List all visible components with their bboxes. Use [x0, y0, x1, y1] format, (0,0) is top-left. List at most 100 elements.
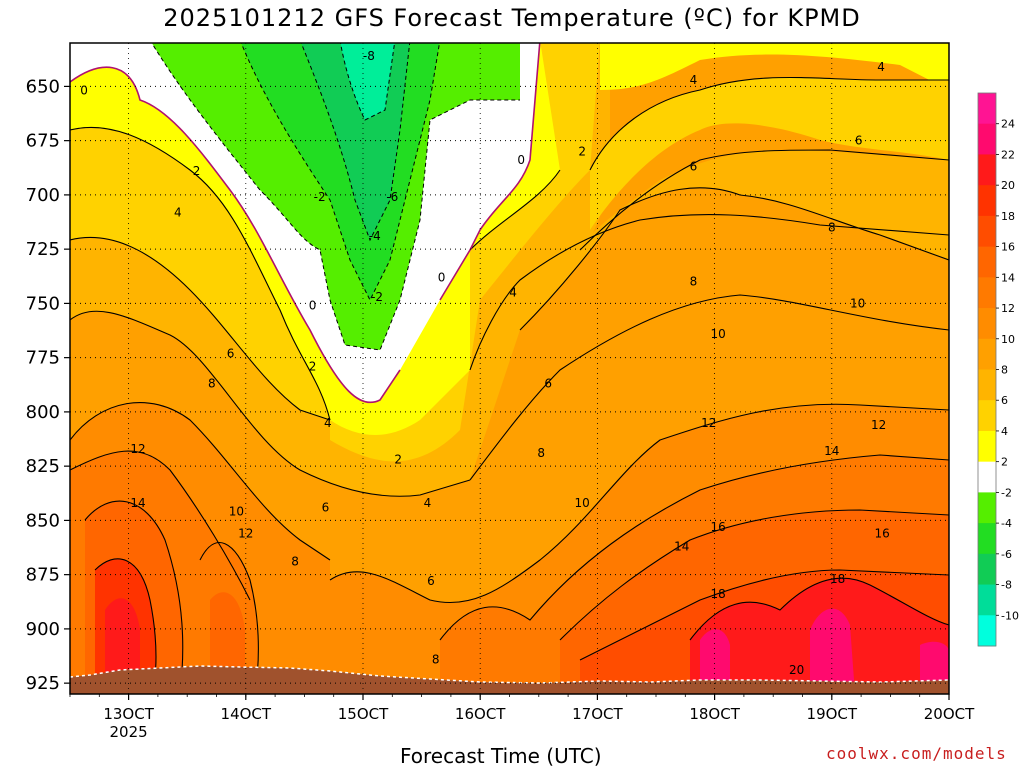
contour-line [329, 403, 949, 604]
colorbar-segment [978, 123, 996, 155]
contour-label: 4 [324, 416, 332, 430]
x-tick-label: 17OCT [572, 705, 623, 723]
contour-label: 0 [517, 153, 525, 167]
contour-label: 0 [80, 84, 88, 98]
contour-label: 6 [690, 160, 698, 174]
contour-label: 6 [544, 377, 552, 391]
credit-link[interactable]: coolwx.com/models [826, 744, 1007, 763]
colorbar-segment [978, 461, 996, 493]
contour-label: 14 [130, 496, 145, 510]
y-tick-label: 925 [26, 673, 60, 694]
contour-label: 14 [674, 539, 689, 553]
contour-label: 12 [701, 416, 716, 430]
contour-label: 4 [174, 205, 182, 219]
colorbar-segment [978, 553, 996, 586]
x-tick-label: 20OCT [924, 705, 975, 723]
neg-contour [240, 43, 441, 302]
colorbar-segment [978, 154, 996, 186]
ground-edge [70, 665, 949, 684]
band-4-right [590, 77, 949, 230]
contour-labels: 0246812141012820-246-8-6-4-2246804681002… [80, 49, 890, 677]
neg-contour [300, 43, 411, 242]
band-20b [810, 608, 855, 694]
contour-label: -2 [314, 190, 326, 204]
contour-label: 14 [824, 444, 839, 458]
contour-label: 12 [871, 418, 886, 432]
colorbar-label: 6 [1001, 394, 1008, 407]
y-tick-label: 800 [26, 402, 60, 423]
contour-label: 4 [424, 496, 432, 510]
contour-line [589, 76, 949, 171]
contour-line [689, 577, 949, 641]
band-6-right [520, 150, 949, 330]
contour-line [199, 542, 259, 694]
colorbar-label: 20 [1001, 179, 1015, 192]
contour-line [70, 402, 331, 561]
colorbar-label: -6 [1001, 548, 1012, 561]
x-tick-label: 14OCT [221, 705, 272, 723]
colorbar-segment [978, 430, 996, 463]
contour-line [439, 454, 949, 641]
y-tick-label: 700 [26, 185, 60, 206]
colorbar-label: -4 [1001, 517, 1012, 530]
contour-label: 8 [432, 652, 440, 666]
colorbar-segment [978, 246, 996, 278]
y-tick-label: 675 [26, 131, 60, 152]
colorbar-segment [978, 93, 996, 125]
colorbar-label: 10 [1001, 333, 1015, 346]
colorbar-label: 2 [1001, 456, 1008, 469]
colorbar-segment [978, 400, 996, 432]
contour-label: 8 [690, 275, 698, 289]
contour-fills [70, 43, 949, 694]
contour-label: -6 [386, 190, 398, 204]
x-tick-label: 19OCT [807, 705, 858, 723]
contour-label: 6 [227, 346, 235, 360]
colorbar-segment [978, 308, 996, 340]
x-tick-label: 18OCT [689, 705, 740, 723]
contour-label: 16 [875, 526, 890, 540]
colorbar-label: 8 [1001, 364, 1008, 377]
contour-label: 2 [193, 164, 201, 178]
contour-label: 6 [855, 134, 863, 148]
contour-line [70, 126, 331, 421]
contour-line [469, 214, 949, 371]
contour-label: 4 [877, 60, 885, 74]
contour-label: 8 [828, 220, 836, 234]
y-tick-label: 750 [26, 293, 60, 314]
colorbar-label: -8 [1001, 579, 1012, 592]
band-20a [700, 629, 730, 694]
contour-label: 12 [238, 526, 253, 540]
band-2-right [600, 43, 949, 90]
contour-label: 0 [309, 299, 317, 313]
neg-contour [340, 43, 396, 121]
colorbar-segment [978, 185, 996, 217]
colorbar-label: 24 [1001, 118, 1015, 131]
y-tick-label: 850 [26, 510, 60, 531]
band-neg8 [340, 43, 395, 120]
y-tick-label: 900 [26, 619, 60, 640]
contour-line [469, 294, 949, 481]
zero-contour [70, 66, 401, 404]
contour-label: -4 [369, 229, 381, 243]
contour-label: 4 [509, 286, 517, 300]
x-tick-label: 15OCT [338, 705, 389, 723]
contour-line [70, 450, 251, 601]
y-tick-label: 725 [26, 239, 60, 260]
contour-line [70, 236, 331, 421]
colorbar-segment [978, 215, 996, 248]
x-tick-label: 13OCT [103, 705, 154, 723]
contour-label: 20 [789, 663, 804, 677]
colorbar-label: 22 [1001, 148, 1015, 161]
contour-label: 4 [690, 73, 698, 87]
contour-label: 6 [427, 574, 435, 588]
contour-label: 10 [229, 505, 244, 519]
neg-contour [151, 43, 520, 351]
contour-line [469, 169, 561, 251]
contour-label: 2 [578, 145, 586, 159]
y-tick-label: 650 [26, 76, 60, 97]
colorbar: 24 22 20 18 16 14 12 10 8 6 4 2 -2 -4 -6 -8 -10 [977, 92, 1019, 647]
y-tick-label: 875 [26, 565, 60, 586]
contour-label: 10 [710, 327, 725, 341]
